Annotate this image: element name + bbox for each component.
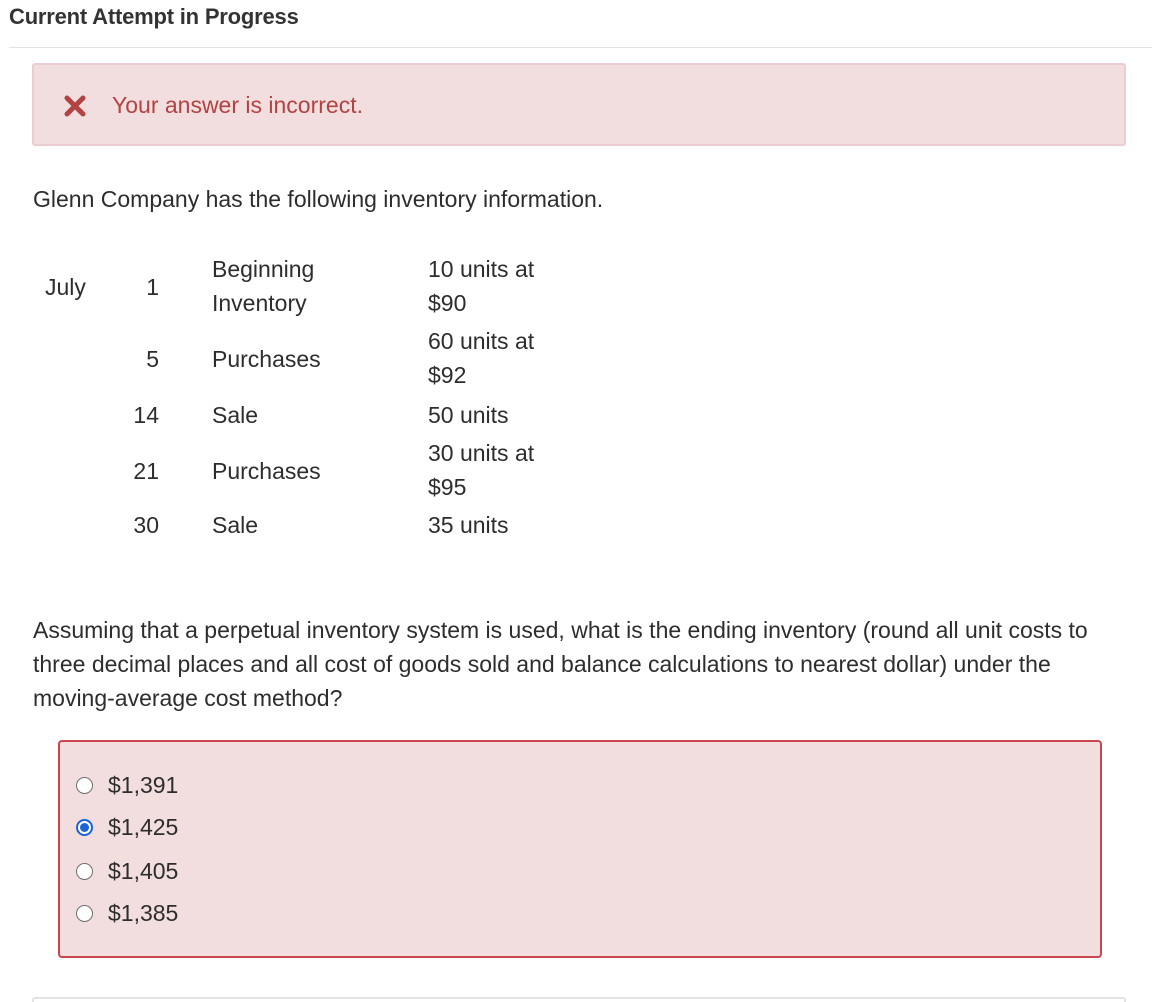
quantity-cell: 60 units at $92 — [428, 328, 535, 388]
description-cell: Sale — [212, 512, 259, 538]
radio-button-selected[interactable] — [76, 818, 93, 836]
incorrect-alert: Your answer is incorrect. — [32, 63, 1126, 146]
radio-button[interactable] — [76, 904, 93, 922]
option-label[interactable]: $1,385 — [108, 899, 179, 926]
quantity-cell: 10 units at $90 — [428, 256, 535, 316]
answer-option[interactable]: $1,385 — [76, 896, 178, 930]
description-cell: Purchases — [212, 458, 321, 484]
month-cell: July — [45, 274, 86, 300]
description-cell: Beginning Inventory — [212, 256, 315, 316]
description-cell: Sale — [212, 402, 259, 428]
alert-message: Your answer is incorrect. — [112, 92, 363, 118]
day-cell: 5 — [146, 346, 159, 372]
radio-button[interactable] — [76, 862, 93, 880]
page-title: Current Attempt in Progress — [9, 4, 299, 29]
answer-option[interactable]: $1,405 — [76, 854, 178, 888]
close-x-icon — [62, 93, 88, 119]
quantity-cell: 50 units — [428, 402, 509, 428]
description-cell: Purchases — [212, 346, 321, 372]
question-text: Assuming that a perpetual inventory syst… — [33, 617, 1088, 711]
quantity-cell: 35 units — [428, 512, 509, 538]
answer-option[interactable]: $1,391 — [76, 768, 178, 802]
option-label[interactable]: $1,425 — [108, 813, 179, 840]
day-cell: 30 — [133, 512, 159, 538]
intro-text: Glenn Company has the following inventor… — [33, 186, 604, 212]
header-divider — [9, 47, 1152, 48]
day-cell: 21 — [133, 458, 159, 484]
option-label[interactable]: $1,405 — [108, 857, 179, 884]
answer-options: $1,391 $1,425 $1,405 $1,385 — [58, 740, 1102, 958]
radio-button[interactable] — [76, 776, 93, 794]
answer-option[interactable]: $1,425 — [76, 810, 178, 844]
day-cell: 14 — [133, 402, 159, 428]
option-label[interactable]: $1,391 — [108, 771, 179, 798]
quantity-cell: 30 units at $95 — [428, 440, 535, 500]
day-cell: 1 — [146, 274, 159, 300]
next-panel-edge — [32, 997, 1126, 1002]
